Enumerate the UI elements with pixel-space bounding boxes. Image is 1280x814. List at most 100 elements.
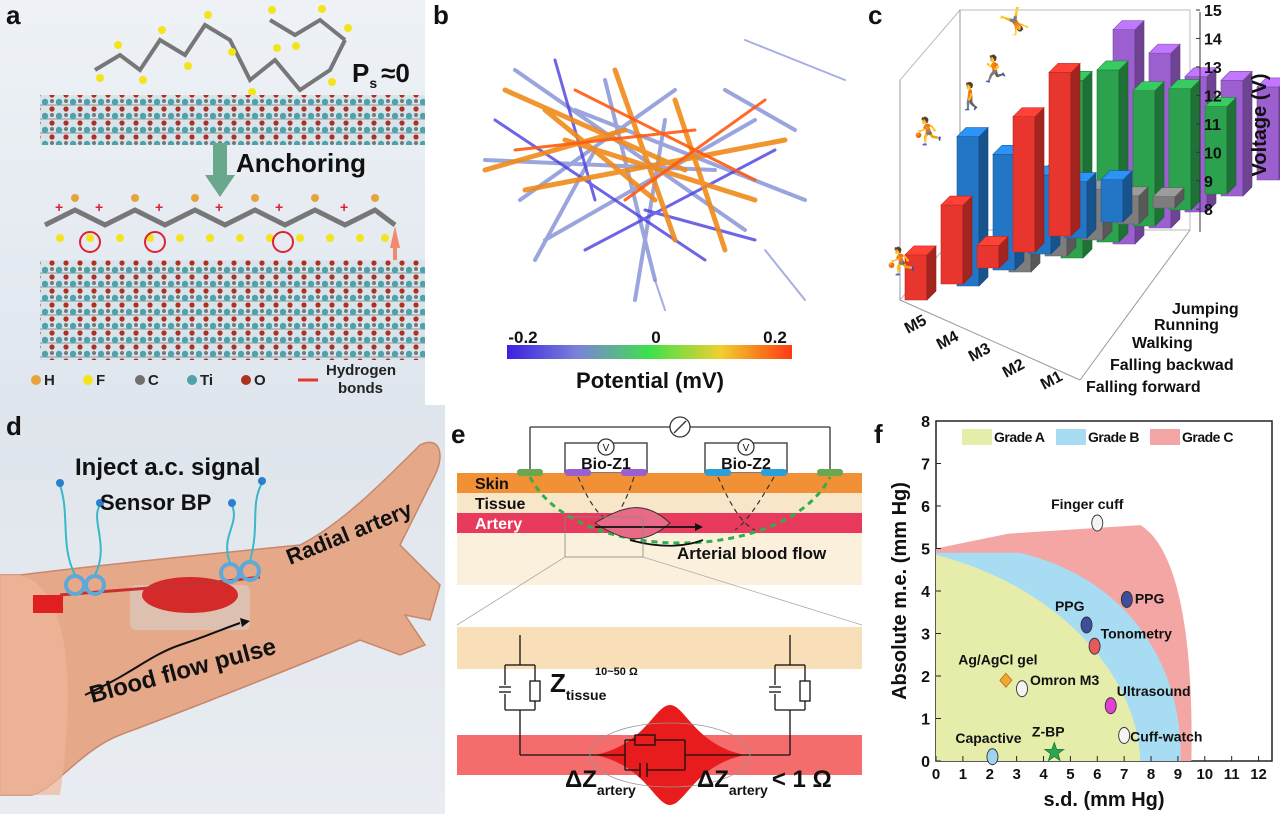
atom-o-icon [241,375,251,385]
ps-label: Ps ≈0 [352,58,410,91]
dz-artery-threshold: ΔZartery < 1 Ω [697,766,832,798]
point-z-bp: Z-BP [1032,724,1065,762]
x-tick-label: 0 [932,766,940,783]
svg-text:+: + [275,199,283,215]
polymer-chain-top [93,5,352,104]
series-label-falling-backwad: Falling backwad [1110,357,1234,374]
x-tick-label: 11 [1224,766,1240,783]
z-tick-label: 14 [1204,31,1222,48]
panel-e-figure: V V Bio-Z1 Bio-Z2 Skin Tissue A [456,416,863,805]
point-ppg: PPG [1055,598,1093,634]
atom-o-label: O [254,372,266,389]
equivalent-circuit [499,635,811,777]
atom-h-icon [31,375,41,385]
atom-legend: H F C Ti O Hydrogen bonds [31,362,396,397]
y-tick-label: 0 [921,754,930,771]
panel-a-figure: Ps ≈0 Anchoring + + + + + + H F C [31,5,425,397]
y-tick-label: 1 [921,712,930,729]
x-tick-label: 10 [1196,766,1213,783]
z-tick-label: 9 [1204,174,1213,191]
point-cuff-watch: Cuff-watch [1118,727,1202,745]
arterial-bulge [594,507,671,540]
y-axis-label: Absolute m.e. (mm Hg) [889,482,911,700]
arterial-flow-label: Arterial blood flow [677,544,827,563]
atom-f-label: F [96,372,105,389]
point-label: Capactive [955,730,1021,746]
zoom-tissue-band [457,627,862,669]
y-tick-label: 3 [921,627,930,644]
mxene-layer-top [40,95,425,145]
skin-label: Skin [475,476,509,493]
x-tick-label: 4 [1039,766,1048,783]
x-tick-label: 7 [1120,766,1128,783]
polymer-chain-anchored: + + + + + + [43,194,400,276]
point-label: PPG [1135,591,1165,607]
point-label: Ultrasound [1117,683,1191,699]
z-tick-label: 15 [1204,3,1222,20]
x-tick-label: 8 [1147,766,1155,783]
panel-f: 0 1 2 3 4 5 6 7 8 9 10 11 12 0 1 2 3 4 5 6 7 8 Grade A Grade B… [870,405,1280,814]
bar-running-m2 [1168,78,1201,211]
potential-map [482,39,846,311]
panel-a: Ps ≈0 Anchoring + + + + + + H F C [0,0,425,405]
y-tick-label: 4 [921,584,930,601]
z-tick-label: 10 [1204,145,1222,162]
atom-f-icon [83,375,93,385]
point-ultrasound: Ultrasound [1104,683,1191,715]
point-label: Omron M3 [1030,672,1099,688]
x-tick-label: 6 [1093,766,1101,783]
panel-e: V V Bio-Z1 Bio-Z2 Skin Tissue A [445,405,870,814]
inject-signal-label: Inject a.c. signal [75,454,260,481]
svg-text:+: + [155,199,163,215]
anchoring-arrow [213,143,227,175]
svg-text:+: + [215,199,223,215]
row-label-m3: M3 [966,340,994,365]
bar-running-m1 [1204,96,1237,195]
bio-z2-label: Bio-Z2 [721,456,771,473]
z-tick-label: 8 [1204,202,1213,219]
panel-label-b: b [433,0,449,30]
legend-label-grade-b: Grade B [1088,429,1139,445]
x-tick-label: 5 [1066,766,1074,783]
jumping-icon: 🤸 [998,6,1030,36]
point-label: Tonometry [1101,625,1173,641]
bar-falling-forward-m1 [1048,62,1081,237]
colorbar-label: Potential (mV) [576,368,724,393]
row-label-m5: M5 [902,312,930,337]
bar-falling-forward-m5 [904,245,937,301]
panel-c: ⛹ ⛹ 🚶 🏃 🤸 8 9 10 11 12 13 14 15 Voltage (V) M1 M… [860,0,1280,405]
activity-icons: ⛹ ⛹ 🚶 🏃 🤸 [885,6,1030,276]
z-tissue-range: 10~50 Ω [595,666,638,678]
z-tick-label: 12 [1204,88,1222,105]
hbond-label-1: Hydrogen [326,362,396,379]
panel-label-d: d [6,411,22,441]
point-capactive: Capactive [955,730,1022,766]
deep-tissue-layer [457,533,862,585]
panel-label-c: c [868,0,883,30]
legend-label-grade-a: Grade A [994,429,1045,445]
electrodes [517,469,843,476]
x-tick-label: 3 [1012,766,1020,783]
hbond-label-2: bonds [338,380,383,397]
forearm-illustration [0,441,441,796]
y-tick-label: 6 [921,499,930,516]
atom-h-label: H [44,372,55,389]
grade-a-region [936,554,1141,761]
z-axis-label: Voltage (V) [1249,74,1271,177]
voltmeter-1-label: V [603,443,610,454]
bar-walking-m1 [1152,186,1185,209]
dz-artery-label: ΔZartery [565,766,636,798]
series-label-walking: Walking [1132,335,1193,352]
svg-text:+: + [55,199,63,215]
x-tick-label: 2 [986,766,994,783]
bar-falling-forward-m4 [940,195,973,285]
x-tick-label: 9 [1174,766,1182,783]
series-label-running: Running [1154,317,1219,334]
y-tick-label: 5 [921,542,930,559]
artery-label: Artery [475,516,522,533]
bar-falling-backwad-m1 [1100,169,1133,223]
ammeter-icon [669,416,691,438]
legend-swatch-grade-b [1056,429,1086,445]
